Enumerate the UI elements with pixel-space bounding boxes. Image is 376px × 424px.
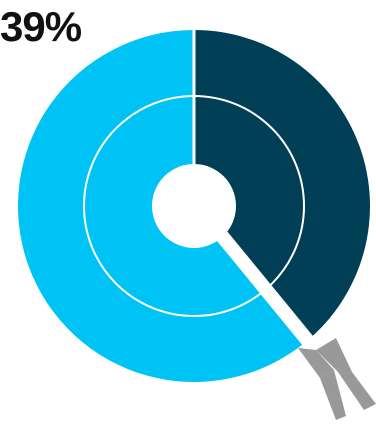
headline-percent: 39% bbox=[0, 3, 82, 50]
dart-fletch-right bbox=[316, 338, 352, 372]
dart-fletch-left bbox=[298, 348, 334, 378]
dart-arrow bbox=[216, 231, 376, 420]
dart-fletch-tail-left bbox=[320, 370, 346, 420]
dart-shaft bbox=[216, 231, 328, 363]
dart-fletch-tail-right bbox=[338, 372, 376, 410]
target-ring bbox=[83, 95, 305, 317]
center-hole bbox=[152, 164, 236, 248]
pie-slice-0 bbox=[194, 30, 371, 342]
rings-group bbox=[83, 30, 305, 317]
